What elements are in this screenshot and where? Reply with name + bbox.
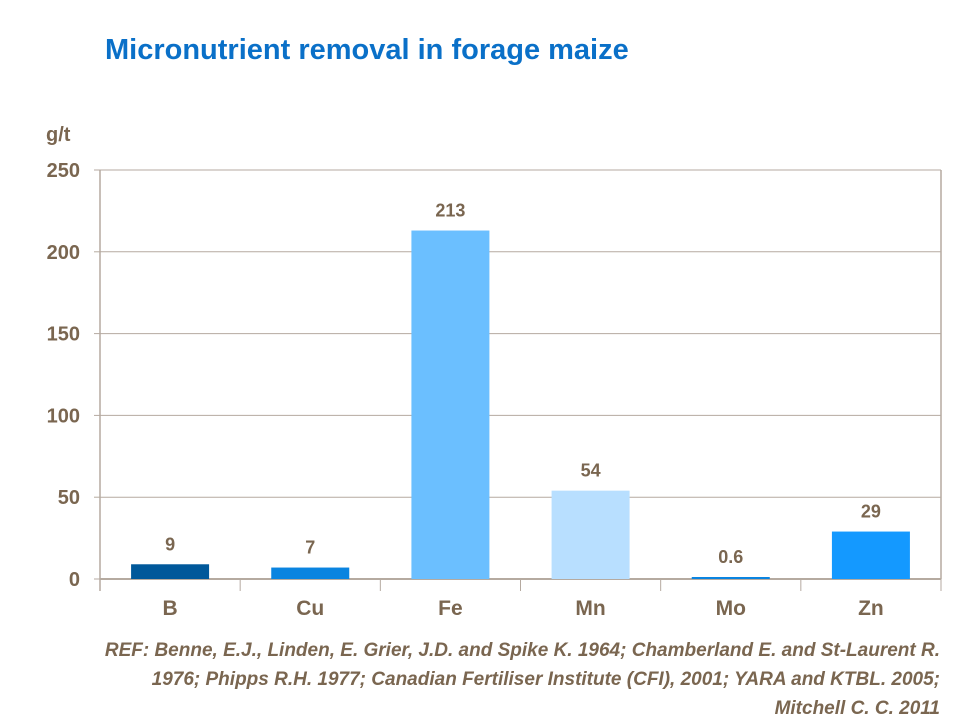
x-tick-label: Cu <box>296 597 324 620</box>
x-tick-label: Mn <box>575 597 605 620</box>
y-tick-label: 0 <box>69 569 80 591</box>
data-label: 0.6 <box>718 547 743 567</box>
y-tick-label: 100 <box>47 405 80 427</box>
bar-b <box>131 564 210 579</box>
chart-title: Micronutrient removal in forage maize <box>105 34 629 66</box>
x-tick-label: B <box>162 597 177 620</box>
bar-cu <box>271 567 350 579</box>
y-axis-label: g/t <box>46 124 71 146</box>
bar-zn <box>831 531 910 579</box>
x-tick-label: Zn <box>858 597 884 620</box>
y-tick-label: 200 <box>47 242 80 264</box>
y-tick-label: 150 <box>47 324 80 346</box>
data-label: 7 <box>305 538 315 558</box>
data-label: 54 <box>581 461 601 481</box>
bar-mo <box>691 577 770 579</box>
bar-fe <box>411 230 490 580</box>
y-tick-label: 250 <box>47 160 80 182</box>
y-tick-label: 50 <box>58 487 80 509</box>
bar-mn <box>551 490 630 579</box>
x-tick-label: Fe <box>438 597 463 620</box>
data-label: 213 <box>435 201 465 221</box>
reference-note: REF: Benne, E.J., Linden, E. Grier, J.D.… <box>104 640 940 719</box>
data-label: 9 <box>165 534 175 554</box>
x-tick-label: Mo <box>716 597 746 620</box>
data-label: 29 <box>861 502 881 522</box>
